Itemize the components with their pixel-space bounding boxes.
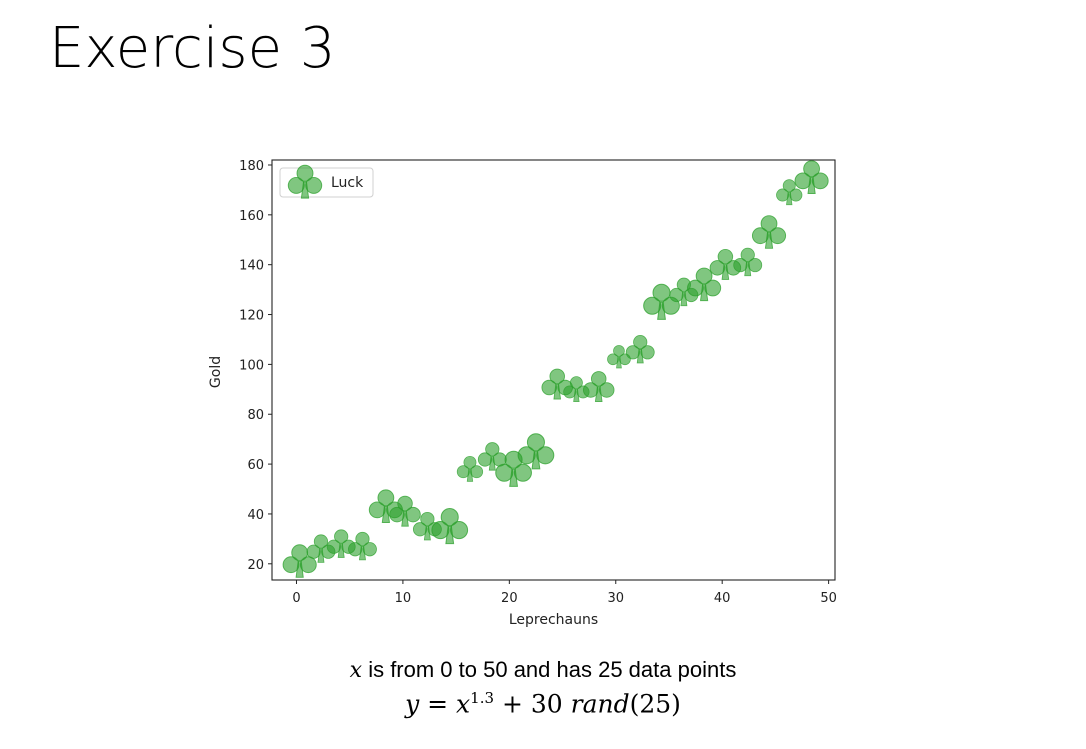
y-tick-label: 160 bbox=[239, 209, 264, 224]
x-tick-label: 20 bbox=[501, 591, 518, 606]
caption-line-1: x is from 0 to 50 and has 25 data points bbox=[0, 657, 1086, 683]
y-tick-label: 120 bbox=[239, 309, 264, 324]
y-tick-label: 180 bbox=[239, 159, 264, 174]
caption-formula: y = x1.3 + 30 rand(25) bbox=[0, 689, 1086, 718]
formula-eq: = bbox=[419, 689, 457, 719]
formula-plus: + bbox=[494, 689, 531, 719]
formula-coef: 30 bbox=[530, 689, 571, 719]
x-tick-label: 50 bbox=[820, 591, 837, 606]
caption-text: is from 0 to 50 and has 25 data points bbox=[362, 657, 737, 682]
x-axis-label: Leprechauns bbox=[509, 612, 598, 628]
x-tick-label: 30 bbox=[607, 591, 624, 606]
formula-exponent: 1.3 bbox=[470, 689, 495, 707]
formula-lhs: y bbox=[405, 689, 420, 719]
y-tick-label: 140 bbox=[239, 259, 264, 274]
y-tick-label: 80 bbox=[247, 408, 264, 423]
slide-title: Exercise 3 bbox=[49, 16, 336, 81]
x-tick-label: 0 bbox=[292, 591, 300, 606]
x-tick-label: 10 bbox=[395, 591, 412, 606]
legend-label: Luck bbox=[331, 175, 364, 191]
formula-base: x bbox=[456, 689, 471, 719]
y-tick-label: 20 bbox=[247, 558, 264, 573]
legend: Luck bbox=[279, 164, 374, 200]
y-tick-label: 100 bbox=[239, 358, 264, 373]
formula-fn: rand bbox=[570, 689, 630, 719]
y-tick-label: 60 bbox=[247, 458, 264, 473]
x-tick-label: 40 bbox=[714, 591, 731, 606]
y-axis-label: Gold bbox=[208, 356, 224, 388]
y-tick-label: 40 bbox=[247, 508, 264, 523]
formula-arg: (25) bbox=[629, 689, 681, 719]
caption-var-x: x bbox=[349, 658, 363, 683]
